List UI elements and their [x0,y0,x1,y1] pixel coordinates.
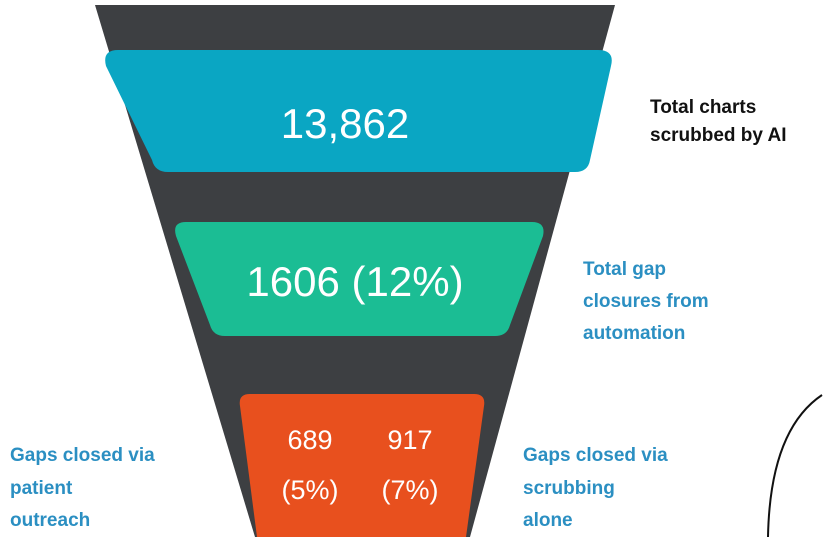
split-value: 689 [287,425,332,455]
stage-value: 13,862 [281,100,409,147]
stage-label: Total gap [583,259,666,280]
split-label: alone [523,510,573,531]
stage-2-band [175,222,544,336]
stage-3-band [239,394,485,537]
stage-value: 1606 (12%) [246,258,463,305]
split-label: Gaps closed via [523,445,668,466]
split-percent: (7%) [381,475,438,505]
split-label: outreach [10,510,90,531]
split-label: Gaps closed via [10,445,155,466]
stage-label: automation [583,323,685,344]
stage-1-band [105,50,612,172]
split-value: 917 [387,425,432,455]
stage-label: closures from [583,291,709,312]
stage-label: Total charts [650,97,756,118]
decor-arc [767,394,823,537]
stage-label: scrubbed by AI [650,125,787,146]
split-label: scrubbing [523,478,615,499]
split-percent: (5%) [281,475,338,505]
split-label: patient [10,478,73,499]
